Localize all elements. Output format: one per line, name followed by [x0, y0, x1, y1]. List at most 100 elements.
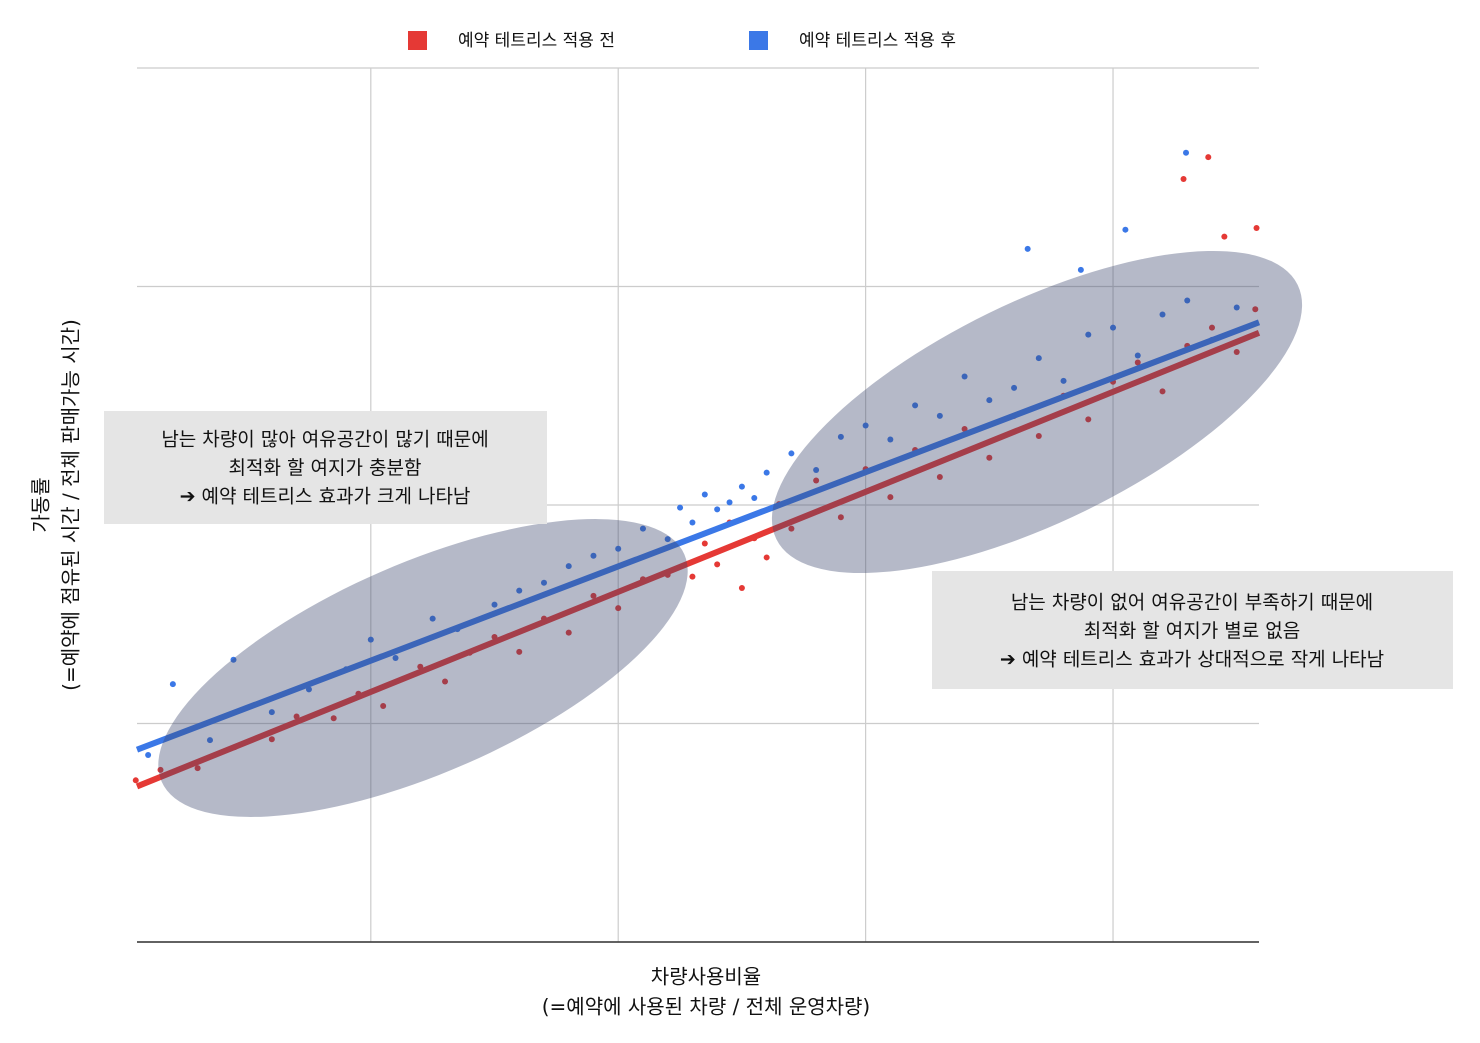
point — [268, 736, 275, 743]
point — [714, 506, 721, 513]
annotation-text: ➔ 예약 테트리스 효과가 상대적으로 작게 나타남 — [1000, 649, 1384, 671]
point — [516, 648, 523, 655]
point — [565, 629, 572, 636]
legend-label: 예약 테트리스 적용 후 — [799, 31, 956, 51]
annotation-text: 최적화 할 여지가 별로 없음 — [1084, 620, 1300, 642]
point — [230, 656, 237, 663]
point — [639, 525, 646, 532]
point — [1077, 266, 1084, 273]
point — [442, 678, 449, 685]
y-axis-title-line: 가동률 — [29, 477, 53, 532]
point — [1233, 304, 1240, 311]
point — [1085, 416, 1092, 423]
point — [1208, 324, 1215, 331]
legend-label: 예약 테트리스 적용 전 — [458, 31, 615, 51]
point — [157, 766, 164, 773]
point — [516, 587, 523, 594]
point — [788, 450, 795, 457]
point — [887, 436, 894, 443]
point — [491, 601, 498, 608]
point — [590, 552, 597, 559]
point — [429, 615, 436, 622]
point — [1060, 377, 1067, 384]
point — [194, 765, 201, 772]
point — [1035, 432, 1042, 439]
point — [664, 536, 671, 543]
legend-swatch — [749, 31, 768, 50]
point — [837, 433, 844, 440]
point — [763, 554, 770, 561]
point — [293, 713, 300, 720]
point — [1159, 311, 1166, 318]
point — [1252, 306, 1259, 313]
annotation-text: 최적화 할 여지가 충분함 — [229, 457, 422, 479]
point — [837, 514, 844, 521]
legend-swatch — [408, 31, 427, 50]
point — [738, 483, 745, 490]
point — [1233, 349, 1240, 356]
point — [1221, 233, 1228, 240]
point — [986, 454, 993, 461]
highlight-ellipse — [771, 250, 1303, 574]
point — [169, 681, 176, 688]
point — [701, 491, 708, 498]
point — [813, 477, 820, 484]
point — [1134, 359, 1141, 366]
annotation-text: ➔ 예약 테트리스 효과가 크게 나타남 — [180, 486, 471, 508]
point — [206, 737, 213, 744]
annotation-text: 남는 차량이 없어 여유공간이 부족하기 때문에 — [1011, 592, 1373, 614]
point — [1024, 245, 1031, 252]
point — [1159, 388, 1166, 395]
point — [701, 540, 708, 547]
point — [887, 494, 894, 501]
trend-line — [135, 330, 1261, 790]
point — [763, 469, 770, 476]
annotation-box — [104, 411, 547, 524]
point — [751, 495, 758, 502]
point — [1122, 226, 1129, 233]
point — [862, 422, 869, 429]
point — [689, 573, 696, 580]
point — [813, 467, 820, 474]
point — [392, 654, 399, 661]
point — [590, 592, 597, 599]
trend-line — [135, 319, 1261, 753]
point — [1183, 149, 1190, 156]
point — [912, 402, 919, 409]
point — [936, 412, 943, 419]
y-axis-title-line: (=예약에 점유된 시간 / 전체 판매가능 시간) — [59, 319, 83, 691]
point — [936, 474, 943, 481]
x-axis-title: 차량사용비율 — [651, 965, 761, 989]
point — [726, 499, 733, 506]
point — [714, 561, 721, 568]
point — [738, 585, 745, 592]
annotation-text: 남는 차량이 많아 여유공간이 많기 때문에 — [161, 429, 488, 451]
point — [615, 545, 622, 552]
point — [1205, 154, 1212, 161]
point — [961, 373, 968, 380]
point — [1253, 224, 1260, 231]
point — [367, 636, 374, 643]
point — [677, 504, 684, 511]
point — [132, 777, 139, 784]
point — [380, 703, 387, 710]
annotation-box — [932, 571, 1453, 689]
point — [540, 579, 547, 586]
point — [1110, 324, 1117, 331]
point — [330, 715, 337, 722]
point — [615, 605, 622, 612]
point — [986, 397, 993, 404]
highlight-ellipse — [158, 519, 688, 817]
point — [268, 709, 275, 716]
y-axis-title: 가동률 (=예약에 점유된 시간 / 전체 판매가능 시간) — [29, 319, 83, 691]
point — [1134, 352, 1141, 359]
x-axis-title: (=예약에 사용된 차량 / 전체 운영차량) — [542, 995, 871, 1019]
point — [1011, 384, 1018, 391]
point — [1180, 175, 1187, 182]
point — [1085, 331, 1092, 338]
point — [689, 519, 696, 526]
point — [788, 525, 795, 532]
point — [1184, 297, 1191, 304]
point — [1035, 355, 1042, 362]
